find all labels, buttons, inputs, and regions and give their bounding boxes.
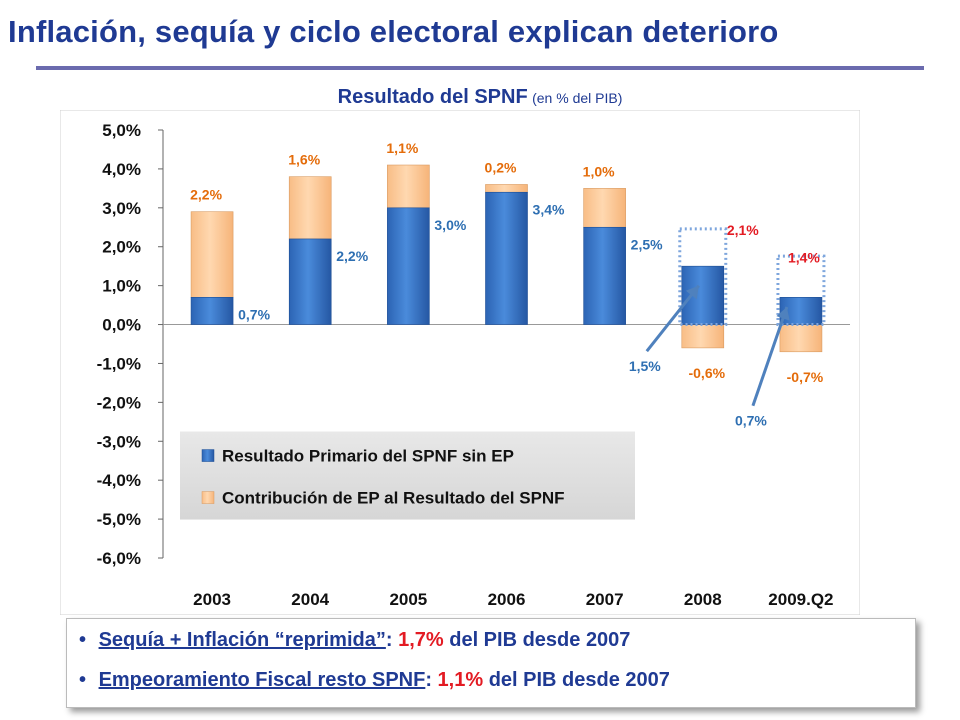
x-tick-label: 2004 [291, 590, 329, 609]
bullet-dot: • [79, 629, 87, 651]
annotation-arrow [645, 284, 700, 353]
primary-bar [288, 238, 332, 325]
contribution-label: -0,7% [787, 369, 824, 385]
y-tick-label: -3,0% [97, 432, 141, 451]
y-tick-label: 5,0% [102, 121, 141, 140]
y-tick-label: 1,0% [102, 277, 141, 296]
primary-label: 2,2% [336, 248, 368, 264]
deterioration-label: 1,4% [788, 249, 820, 265]
contribution-label: -0,6% [688, 365, 725, 381]
legend-swatch-primary [201, 449, 215, 462]
arrow-head [685, 285, 699, 300]
annotation-arrow [751, 306, 789, 407]
deterioration-outline [776, 254, 826, 327]
x-tick-label: 2005 [389, 590, 427, 609]
summary-bullet-2: • Empeoramiento Fiscal resto SPNF: 1,1% … [79, 669, 670, 692]
contribution-label: 0,2% [485, 159, 517, 175]
bullet-1-rest: del PIB desde 2007 [443, 629, 631, 651]
contribution-label: 2,2% [190, 187, 222, 203]
contribution-bar [583, 188, 626, 228]
x-tick-label: 2003 [193, 590, 231, 609]
primary-bar [387, 207, 430, 325]
y-tick-label: 3,0% [102, 199, 141, 218]
x-tick-label: 2008 [684, 590, 722, 609]
contribution-label: 1,6% [288, 152, 320, 168]
contribution-bar [190, 211, 234, 298]
contribution-bar [387, 164, 430, 209]
bullet-1-sep: : [385, 629, 399, 651]
primary-label: 2,5% [631, 236, 663, 252]
primary-bar [190, 297, 234, 325]
primary-label: 3,4% [533, 201, 565, 217]
y-tick-label: -2,0% [97, 393, 141, 412]
stacked-bar-chart: 5,0% 4,0% 3,0% 2,0% 1,0% 0,0% -1,0% -2,0% -3,0% -… [60, 110, 860, 615]
bullet-2-value: 1,1% [437, 669, 484, 691]
bullet-2-topic: Empeoramiento Fiscal resto SPNF [98, 669, 426, 691]
bullet-2-sep: : [425, 669, 438, 691]
contribution-label: 1,0% [583, 163, 615, 179]
deterioration-label: 2,1% [727, 222, 759, 238]
primary-bar [681, 265, 725, 325]
chart-title-main: Resultado del SPNF [337, 86, 528, 108]
bullet-2-rest: del PIB desde 2007 [483, 669, 670, 691]
y-tick-label: -6,0% [97, 549, 141, 568]
primary-label: 3,0% [434, 217, 466, 233]
contribution-bar [681, 324, 725, 349]
primary-label: 0,7% [735, 413, 767, 429]
primary-bar [583, 226, 626, 325]
primary-label: 1,5% [629, 358, 661, 374]
y-tick-label: -1,0% [97, 354, 141, 373]
summary-box: • Sequía + Inflación “reprimida”: 1,7% d… [66, 618, 916, 708]
contribution-bar [485, 184, 528, 193]
slide-title: Inflación, sequía y ciclo electoral expl… [8, 14, 779, 49]
x-tick-label: 2006 [488, 590, 526, 609]
y-tick-label: 2,0% [102, 238, 141, 257]
x-tick-label: 2007 [586, 590, 624, 609]
legend-box [180, 431, 635, 520]
contribution-bar [288, 176, 332, 240]
deterioration-outline [678, 227, 728, 327]
y-tick-label: 4,0% [102, 160, 141, 179]
legend-label-contribution: Contribución de EP al Resultado del SPNF [222, 489, 565, 508]
contribution-label: 1,1% [386, 140, 418, 156]
y-tick-label: -4,0% [97, 471, 141, 490]
arrow-head [776, 307, 790, 321]
bullet-1-value: 1,7% [398, 629, 444, 651]
y-tick-label: -5,0% [97, 510, 141, 529]
contribution-bar [779, 324, 823, 353]
chart-frame [60, 110, 860, 615]
legend-swatch-contribution [201, 491, 215, 504]
x-tick-label: 2009.Q2 [768, 590, 833, 609]
primary-bar [485, 191, 528, 325]
title-divider [36, 66, 924, 70]
chart-title-unit: (en % del PIB) [532, 90, 623, 106]
primary-label: 0,7% [238, 306, 270, 322]
legend-label-primary: Resultado Primario del SPNF sin EP [222, 447, 514, 466]
bullet-dot: • [79, 669, 87, 691]
bullet-1-topic: Sequía + Inflación “reprimida” [98, 629, 386, 651]
summary-bullet-1: • Sequía + Inflación “reprimida”: 1,7% d… [79, 629, 630, 652]
chart-title: Resultado del SPNF (en % del PIB) [0, 86, 960, 109]
y-tick-label: 0,0% [102, 316, 141, 335]
